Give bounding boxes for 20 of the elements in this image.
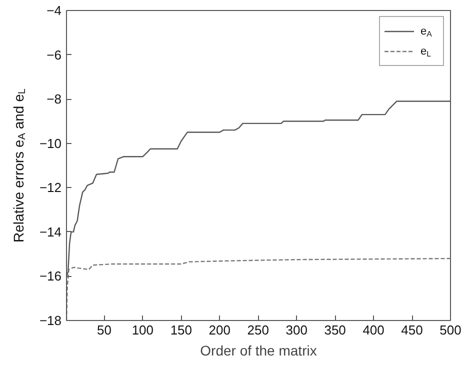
y-tick-label: −6 [46, 47, 62, 62]
y-tick-label: −14 [39, 224, 62, 240]
y-tick-label: −16 [39, 268, 62, 284]
x-tick-label: 400 [362, 322, 384, 338]
y-tick-label: −8 [46, 92, 62, 107]
x-tick-label: 200 [208, 322, 230, 338]
x-tick-label: 50 [96, 322, 112, 338]
x-tick-label: 150 [170, 322, 192, 338]
y-axis-title: Relative errors eA and eL [10, 88, 28, 242]
y-tick-label: −18 [39, 313, 62, 328]
x-tick-label: 450 [401, 322, 423, 338]
x-tick-label: 300 [286, 322, 308, 338]
x-axis-title: Order of the matrix [200, 342, 317, 358]
x-tick-label: 250 [247, 322, 269, 338]
x-tick-label: 350 [324, 322, 346, 338]
x-tick-label: 100 [132, 322, 154, 338]
y-tick-label: −12 [39, 180, 62, 196]
x-tick-label: 500 [440, 322, 462, 338]
y-tick-label: −10 [39, 136, 62, 151]
y-tick-label: −4 [46, 3, 62, 18]
